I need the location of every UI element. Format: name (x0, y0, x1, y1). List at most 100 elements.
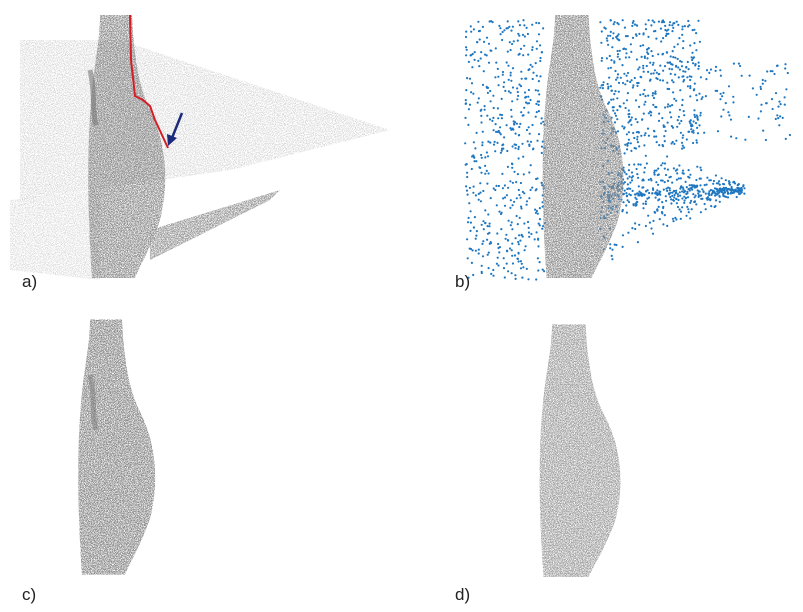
outlier-point (524, 35, 526, 37)
outlier-point (495, 185, 497, 187)
outlier-point (722, 195, 724, 197)
outlier-point (532, 72, 534, 74)
outlier-point (636, 58, 638, 60)
outlier-point (475, 238, 477, 240)
outlier-point (484, 222, 486, 224)
outlier-point (538, 133, 540, 135)
outlier-point (737, 187, 739, 189)
outlier-point (487, 141, 489, 143)
outlier-point (718, 180, 720, 182)
outlier-point (642, 44, 644, 46)
outlier-point (486, 239, 488, 241)
outlier-point (530, 64, 532, 66)
outlier-point (537, 100, 539, 102)
outlier-point (474, 59, 476, 61)
outlier-point (473, 226, 475, 228)
outlier-point (480, 109, 482, 111)
outlier-point (634, 193, 636, 195)
outlier-point (663, 135, 665, 137)
outlier-point (627, 232, 629, 234)
outlier-point (662, 79, 664, 81)
outlier-point (504, 196, 506, 198)
outlier-point (685, 215, 687, 217)
outlier-point (541, 146, 543, 148)
outlier-point (762, 130, 764, 132)
outlier-point (689, 85, 691, 87)
outlier-point (777, 106, 779, 108)
outlier-point (511, 272, 513, 274)
outlier-point (490, 100, 492, 102)
outlier-point (477, 21, 479, 23)
outlier-point (688, 211, 690, 213)
outlier-point (536, 75, 538, 77)
outlier-point (613, 106, 615, 108)
outlier-point (501, 114, 503, 116)
outlier-point (660, 40, 662, 42)
outlier-point (511, 228, 513, 230)
outlier-point (519, 240, 521, 242)
outlier-point (501, 117, 503, 119)
outlier-point (771, 98, 773, 100)
outlier-point (650, 227, 652, 229)
outlier-point (619, 106, 621, 108)
outlier-point (712, 190, 714, 192)
outlier-point (648, 179, 650, 181)
outlier-point (498, 185, 500, 187)
outlier-point (627, 142, 629, 144)
outlier-point (664, 140, 666, 142)
outlier-point (719, 69, 721, 71)
outlier-point (613, 62, 615, 64)
outlier-point (539, 60, 541, 62)
outlier-point (610, 59, 612, 61)
outlier-point (536, 140, 538, 142)
outlier-point (617, 130, 619, 132)
outlier-point (478, 65, 480, 67)
outlier-point (719, 98, 721, 100)
outlier-point (518, 194, 520, 196)
outlier-point (692, 193, 694, 195)
outlier-point (626, 195, 628, 197)
outlier-point (664, 29, 666, 31)
outlier-point (631, 227, 633, 229)
outlier-point (740, 188, 742, 190)
outlier-point (631, 179, 633, 181)
outlier-point (650, 50, 652, 52)
outlier-point (518, 189, 520, 191)
outlier-point (647, 36, 649, 38)
outlier-point (475, 235, 477, 237)
outlier-point (490, 197, 492, 199)
outlier-point (636, 85, 638, 87)
outlier-point (672, 56, 674, 58)
outlier-point (644, 132, 646, 134)
outlier-point (689, 189, 691, 191)
outlier-point (777, 65, 779, 67)
outlier-point (487, 92, 489, 94)
outlier-point (511, 255, 513, 257)
outlier-point (510, 224, 512, 226)
outlier-point (478, 249, 480, 251)
outlier-point (691, 208, 693, 210)
outlier-point (511, 43, 513, 45)
outlier-point (666, 190, 668, 192)
outlier-point (706, 69, 708, 71)
outlier-point (482, 26, 484, 28)
outlier-point (609, 247, 611, 249)
outlier-point (628, 164, 630, 166)
outlier-point (723, 187, 725, 189)
outlier-point (655, 197, 657, 199)
outlier-point (503, 29, 505, 31)
outlier-point (736, 196, 738, 198)
outlier-point (466, 176, 468, 178)
outlier-point (606, 40, 608, 42)
outlier-point (631, 171, 633, 173)
outlier-point (622, 19, 624, 21)
outlier-point (503, 257, 505, 259)
outlier-point (522, 19, 524, 21)
outlier-point (682, 70, 684, 72)
outlier-point (626, 133, 628, 135)
point-cloud (540, 324, 621, 576)
outlier-point (671, 30, 673, 32)
outlier-point (622, 246, 624, 248)
outlier-point (539, 44, 541, 46)
outlier-point (506, 124, 508, 126)
